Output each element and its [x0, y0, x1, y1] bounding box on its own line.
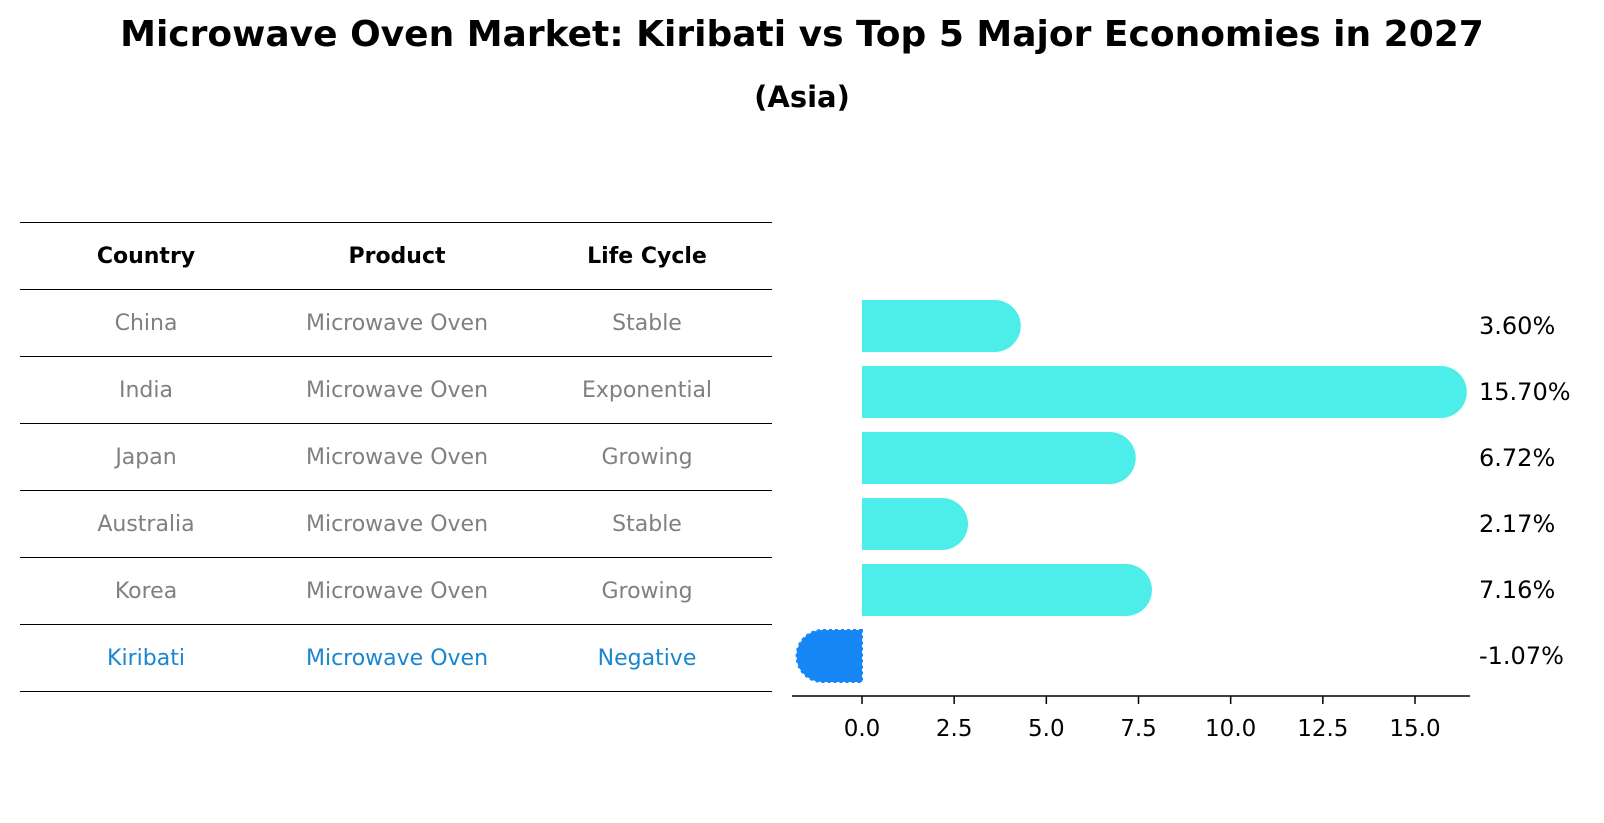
- country-cell: Korea: [114, 578, 178, 604]
- table-row: India Microwave Oven Exponential: [20, 356, 772, 423]
- value-label-china: 3.60%: [1479, 312, 1555, 340]
- bar-japan: [862, 432, 1136, 484]
- header-life-cycle: Life Cycle: [587, 243, 707, 269]
- product-cell: Microwave Oven: [305, 310, 489, 336]
- life-cycle-cell: Stable: [612, 511, 682, 537]
- bar-india: [862, 366, 1467, 418]
- life-cycle-cell: Growing: [601, 444, 693, 470]
- table-row-highlighted: Kiribati Microwave Oven Negative: [20, 624, 772, 692]
- bar-china: [862, 300, 1021, 352]
- country-cell: India: [119, 377, 173, 403]
- x-tick-label: 10.0: [1205, 716, 1256, 742]
- header-country: Country: [96, 243, 196, 269]
- value-label-korea: 7.16%: [1479, 576, 1555, 604]
- product-cell: Microwave Oven: [305, 578, 489, 604]
- x-tick-label: 2.5: [936, 716, 973, 742]
- bar-kiribati: [795, 629, 863, 683]
- life-cycle-cell: Negative: [597, 645, 697, 671]
- x-tick-label: 12.5: [1297, 716, 1348, 742]
- x-tick-label: 7.5: [1120, 716, 1157, 742]
- life-cycle-cell: Exponential: [581, 377, 713, 403]
- x-tick-label: 5.0: [1028, 716, 1065, 742]
- country-cell: China: [114, 310, 178, 336]
- bar-korea: [862, 564, 1152, 616]
- life-cycle-cell: Growing: [601, 578, 693, 604]
- value-label-japan: 6.72%: [1479, 444, 1555, 472]
- value-label-india: 15.70%: [1479, 378, 1571, 406]
- country-cell: Australia: [97, 511, 195, 537]
- product-cell: Microwave Oven: [305, 377, 489, 403]
- bar-australia: [862, 498, 969, 550]
- country-cell: Kiribati: [107, 645, 185, 671]
- table-row: Korea Microwave Oven Growing: [20, 557, 772, 624]
- table-row: Australia Microwave Oven Stable: [20, 490, 772, 557]
- value-label-australia: 2.17%: [1479, 510, 1555, 538]
- chart-title: Microwave Oven Market: Kiribati vs Top 5…: [120, 14, 1484, 55]
- chart-subtitle: (Asia): [754, 80, 850, 114]
- product-cell: Microwave Oven: [305, 444, 489, 470]
- table-header-row: Country Product Life Cycle: [20, 222, 772, 289]
- table-row: China Microwave Oven Stable: [20, 289, 772, 356]
- table-row: Japan Microwave Oven Growing: [20, 423, 772, 490]
- product-cell: Microwave Oven: [305, 645, 489, 671]
- life-cycle-cell: Stable: [612, 310, 682, 336]
- product-cell: Microwave Oven: [305, 511, 489, 537]
- x-tick-label: 15.0: [1389, 716, 1440, 742]
- header-product: Product: [348, 243, 446, 269]
- country-cell: Japan: [115, 444, 177, 470]
- country-table: Country Product Life Cycle China Microwa…: [20, 222, 772, 692]
- value-label-kiribati: -1.07%: [1479, 642, 1564, 670]
- x-tick-label: 0.0: [844, 716, 881, 742]
